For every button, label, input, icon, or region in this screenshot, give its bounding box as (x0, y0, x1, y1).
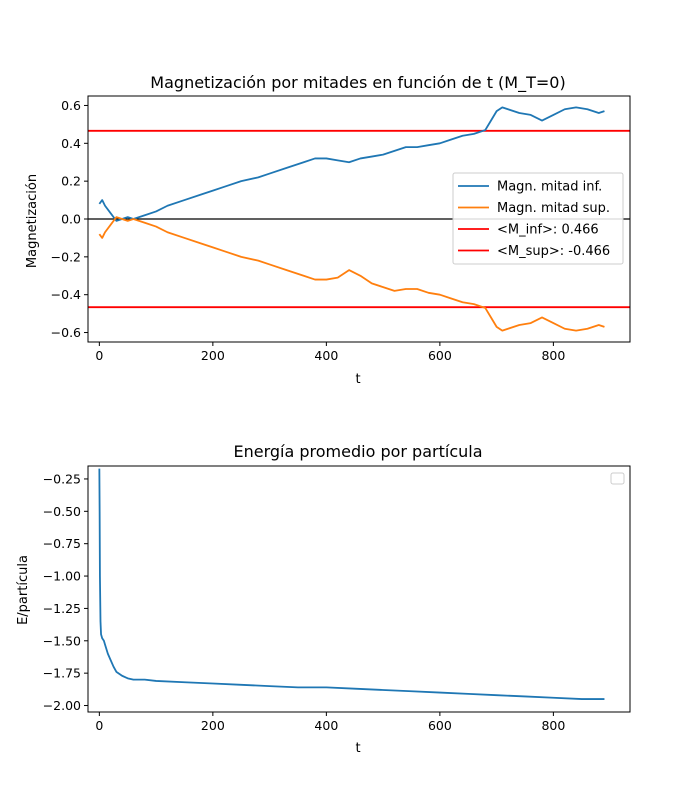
x-tick-label: 0 (95, 348, 103, 363)
x-tick-label: 400 (314, 718, 338, 733)
chart-title: Energía promedio por partícula (233, 442, 482, 461)
series-line-0 (98, 106, 605, 222)
magnetization-chart: Magnetización por mitades en función de … (25, 73, 631, 387)
series-layer (98, 468, 605, 700)
legend-box (452, 172, 624, 265)
x-tick-label: 200 (201, 348, 225, 363)
y-tick-label: −1.25 (43, 601, 81, 616)
y-tick-label: −1.75 (43, 666, 81, 681)
y-tick-label: −1.50 (43, 633, 81, 648)
y-tick-label: −2.00 (43, 698, 81, 713)
y-tick-label: −0.2 (51, 249, 81, 264)
y-tick-label: 0.2 (61, 174, 81, 189)
legend-label: <M_inf>: 0.466 (497, 223, 599, 238)
energy-chart: Energía promedio por partícula t E/partí… (16, 442, 631, 756)
y-tick-label: 0.4 (61, 136, 81, 151)
chart-title: Magnetización por mitades en función de … (150, 73, 565, 93)
y-tick-label: −0.75 (43, 536, 81, 551)
x-axis-label: t (355, 372, 360, 387)
legend-label: Magn. mitad sup. (497, 201, 610, 216)
axes-frame (87, 465, 631, 713)
x-tick-label: 0 (95, 718, 103, 733)
legend-box (610, 472, 625, 485)
x-tick-label: 600 (428, 718, 452, 733)
y-tick-label: 0.6 (61, 98, 81, 113)
x-tick-label: 400 (314, 348, 338, 363)
plot-area: 0 200 400 600 800 −0.25 −0.50 −0.75 −1.00 −1.25 −1… (43, 465, 631, 733)
legend-label: <M_sup>: -0.466 (497, 244, 610, 259)
legend (610, 472, 625, 485)
x-tick-label: 200 (201, 718, 225, 733)
plot-area: 0 200 400 600 800 0.6 0.4 0.2 0.0 −0.2 −0.4 −0.6 (51, 95, 631, 363)
y-tick-label: −0.4 (51, 287, 81, 302)
x-tick-label: 800 (541, 718, 565, 733)
legend: Magn. mitad inf. Magn. mitad sup. <M_inf>:… (452, 172, 624, 265)
series-line-0 (98, 468, 605, 700)
y-tick-label: 0.0 (61, 212, 81, 227)
legend-label: Magn. mitad inf. (497, 180, 602, 195)
x-tick-label: 800 (541, 348, 565, 363)
y-tick-label: −0.50 (43, 504, 81, 519)
y-axis-label: E/partícula (16, 555, 31, 625)
y-tick-label: −0.6 (51, 325, 81, 340)
x-tick-label: 600 (428, 348, 452, 363)
y-tick-label: −1.00 (43, 569, 81, 584)
x-axis-label: t (355, 741, 360, 756)
series-line-1 (98, 216, 605, 332)
y-tick-label: −0.25 (43, 471, 81, 486)
y-axis-label: Magnetización (25, 174, 40, 268)
